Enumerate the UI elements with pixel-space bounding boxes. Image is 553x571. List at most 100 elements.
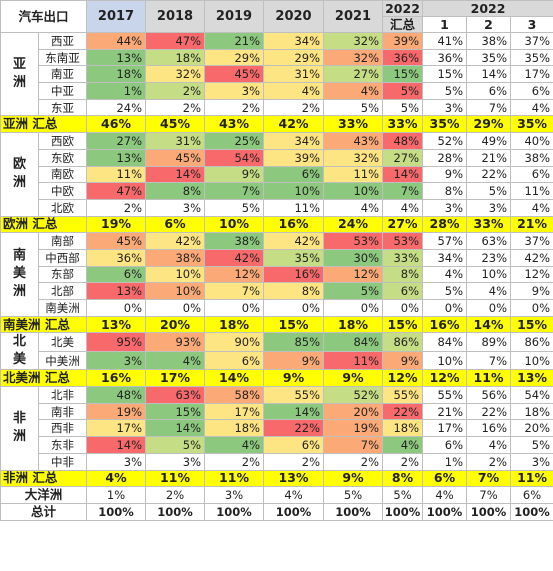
month-value-cell: 4% (466, 282, 512, 300)
month-value-cell: 35% (510, 48, 553, 67)
month-value-cell: 22% (466, 402, 512, 421)
value-cell: 95% (86, 332, 147, 352)
value-cell: 2% (204, 98, 265, 117)
oceania-row: 大洋洲 1% 2% 3% 4% 5% 5% 4% 7% 6% (0, 486, 553, 504)
value-cell: 7% (323, 436, 384, 454)
value-cell: 13% (86, 48, 147, 67)
value-cell: 14% (86, 436, 147, 454)
subtotal-value: 8% (382, 469, 424, 488)
summary-value: 100% (204, 502, 265, 521)
value-cell: 42% (263, 232, 325, 250)
value-cell: 43% (323, 132, 384, 150)
subtotal-value: 18% (204, 315, 265, 334)
subtotal-value: 19% (86, 215, 147, 234)
country-name: 南亚 (37, 65, 88, 84)
country-name: 西非 (37, 419, 88, 438)
value-cell: 9% (382, 350, 424, 371)
value-cell: 55% (263, 386, 325, 404)
value-cell: 15% (145, 402, 206, 421)
value-cell: 14% (263, 402, 325, 421)
subtotal-value: 6% (145, 215, 206, 234)
subtotal-value: 7% (466, 469, 512, 488)
month-value-cell: 4% (422, 265, 468, 284)
value-cell: 45% (145, 148, 206, 167)
value-cell: 53% (323, 232, 384, 250)
oceania-label: 大洋洲 (0, 486, 88, 504)
table-row: 东欧 13% 45% 54% 39% 32% 27% 28% 21% 38% (1, 148, 553, 167)
region-label: 北美 (0, 332, 39, 371)
table-row: 东南亚 13% 18% 29% 29% 32% 36% 36% 35% 35% (1, 48, 553, 67)
subtotal-row: 北美洲 汇总 16% 17% 14% 9% 9% 12% 12% 11% 13% (0, 369, 553, 388)
value-cell: 32% (323, 48, 384, 67)
value-cell: 2% (86, 198, 147, 217)
country-name: 东欧 (37, 148, 88, 167)
value-cell: 32% (323, 32, 384, 50)
value-cell: 5% (382, 82, 424, 100)
summary-value: 1% (86, 486, 147, 504)
value-cell: 29% (204, 48, 265, 67)
country-name: 南非 (37, 402, 88, 421)
subtotal-value: 42% (263, 115, 325, 134)
month-value-cell: 6% (510, 165, 553, 184)
value-cell: 29% (263, 48, 325, 67)
value-cell: 2% (145, 82, 206, 100)
subtotal-value: 13% (86, 315, 147, 334)
value-cell: 22% (263, 419, 325, 438)
table-row: 欧洲西欧 27% 31% 25% 34% 43% 48% 52% 49% 40% (0, 132, 553, 217)
month-value-cell: 4% (466, 436, 512, 454)
header-year-2020: 2020 (263, 0, 325, 33)
value-cell: 11% (86, 165, 147, 184)
month-value-cell: 5% (466, 182, 512, 200)
month-value-cell: 10% (510, 350, 553, 371)
value-cell: 48% (382, 132, 424, 150)
country-name: 南部 (37, 232, 88, 250)
table-title: 汽车出口 (0, 0, 88, 33)
value-cell: 6% (263, 165, 325, 184)
table-row: 东部 6% 10% 12% 16% 12% 8% 4% 10% 12% (1, 265, 553, 284)
value-cell: 4% (263, 82, 325, 100)
month-value-cell: 1% (422, 452, 468, 471)
value-cell: 2% (263, 452, 325, 471)
subtotal-value: 16% (263, 215, 325, 234)
month-value-cell: 5% (422, 282, 468, 300)
value-cell: 5% (204, 198, 265, 217)
month-value-cell: 5% (510, 436, 553, 454)
value-cell: 55% (382, 386, 424, 404)
value-cell: 9% (263, 350, 325, 371)
summary-value: 2% (145, 486, 206, 504)
value-cell: 3% (204, 82, 265, 100)
value-cell: 9% (204, 165, 265, 184)
month-value-cell: 10% (466, 265, 512, 284)
month-value-cell: 54% (510, 386, 553, 404)
summary-value: 5% (382, 486, 424, 504)
value-cell: 3% (86, 350, 147, 371)
country-name: 东南亚 (37, 48, 88, 67)
header-row-1: 汽车出口 2017 2018 2019 2020 2021 2022 2022 (0, 0, 553, 33)
month-value-cell: 18% (510, 402, 553, 421)
summary-value: 100% (145, 502, 206, 521)
subtotal-value: 11% (510, 469, 553, 488)
table-row: 南非 19% 15% 17% 14% 20% 22% 21% 22% 18% (1, 402, 553, 421)
value-cell: 8% (263, 282, 325, 300)
value-cell: 42% (145, 232, 206, 250)
month-value-cell: 3% (510, 452, 553, 471)
month-value-cell: 11% (510, 182, 553, 200)
header-year-2019: 2019 (204, 0, 265, 33)
table-row: 东亚 24% 2% 2% 2% 5% 5% 3% 7% 4% (1, 98, 553, 117)
subtotal-value: 9% (263, 369, 325, 388)
subtotal-row: 欧洲 汇总 19% 6% 10% 16% 24% 27% 28% 33% 21% (0, 215, 553, 234)
header-year-2018: 2018 (145, 0, 206, 33)
header-2022-summary-year: 2022 (382, 0, 424, 17)
header-month-3: 3 (510, 16, 553, 33)
value-cell: 5% (145, 436, 206, 454)
table-row: 南欧 11% 14% 9% 6% 11% 14% 9% 22% 6% (1, 165, 553, 184)
table-row: 南美洲 0% 0% 0% 0% 0% 0% 0% 0% 0% (1, 299, 553, 317)
value-cell: 36% (86, 248, 147, 267)
value-cell: 32% (145, 65, 206, 84)
header-month-2: 2 (466, 16, 512, 33)
country-name: 中西部 (37, 248, 88, 267)
table-row: 南亚 18% 32% 45% 31% 27% 15% 15% 14% 17% (1, 65, 553, 84)
subtotal-value: 9% (323, 369, 384, 388)
subtotal-value: 16% (86, 369, 147, 388)
subtotal-value: 11% (145, 469, 206, 488)
